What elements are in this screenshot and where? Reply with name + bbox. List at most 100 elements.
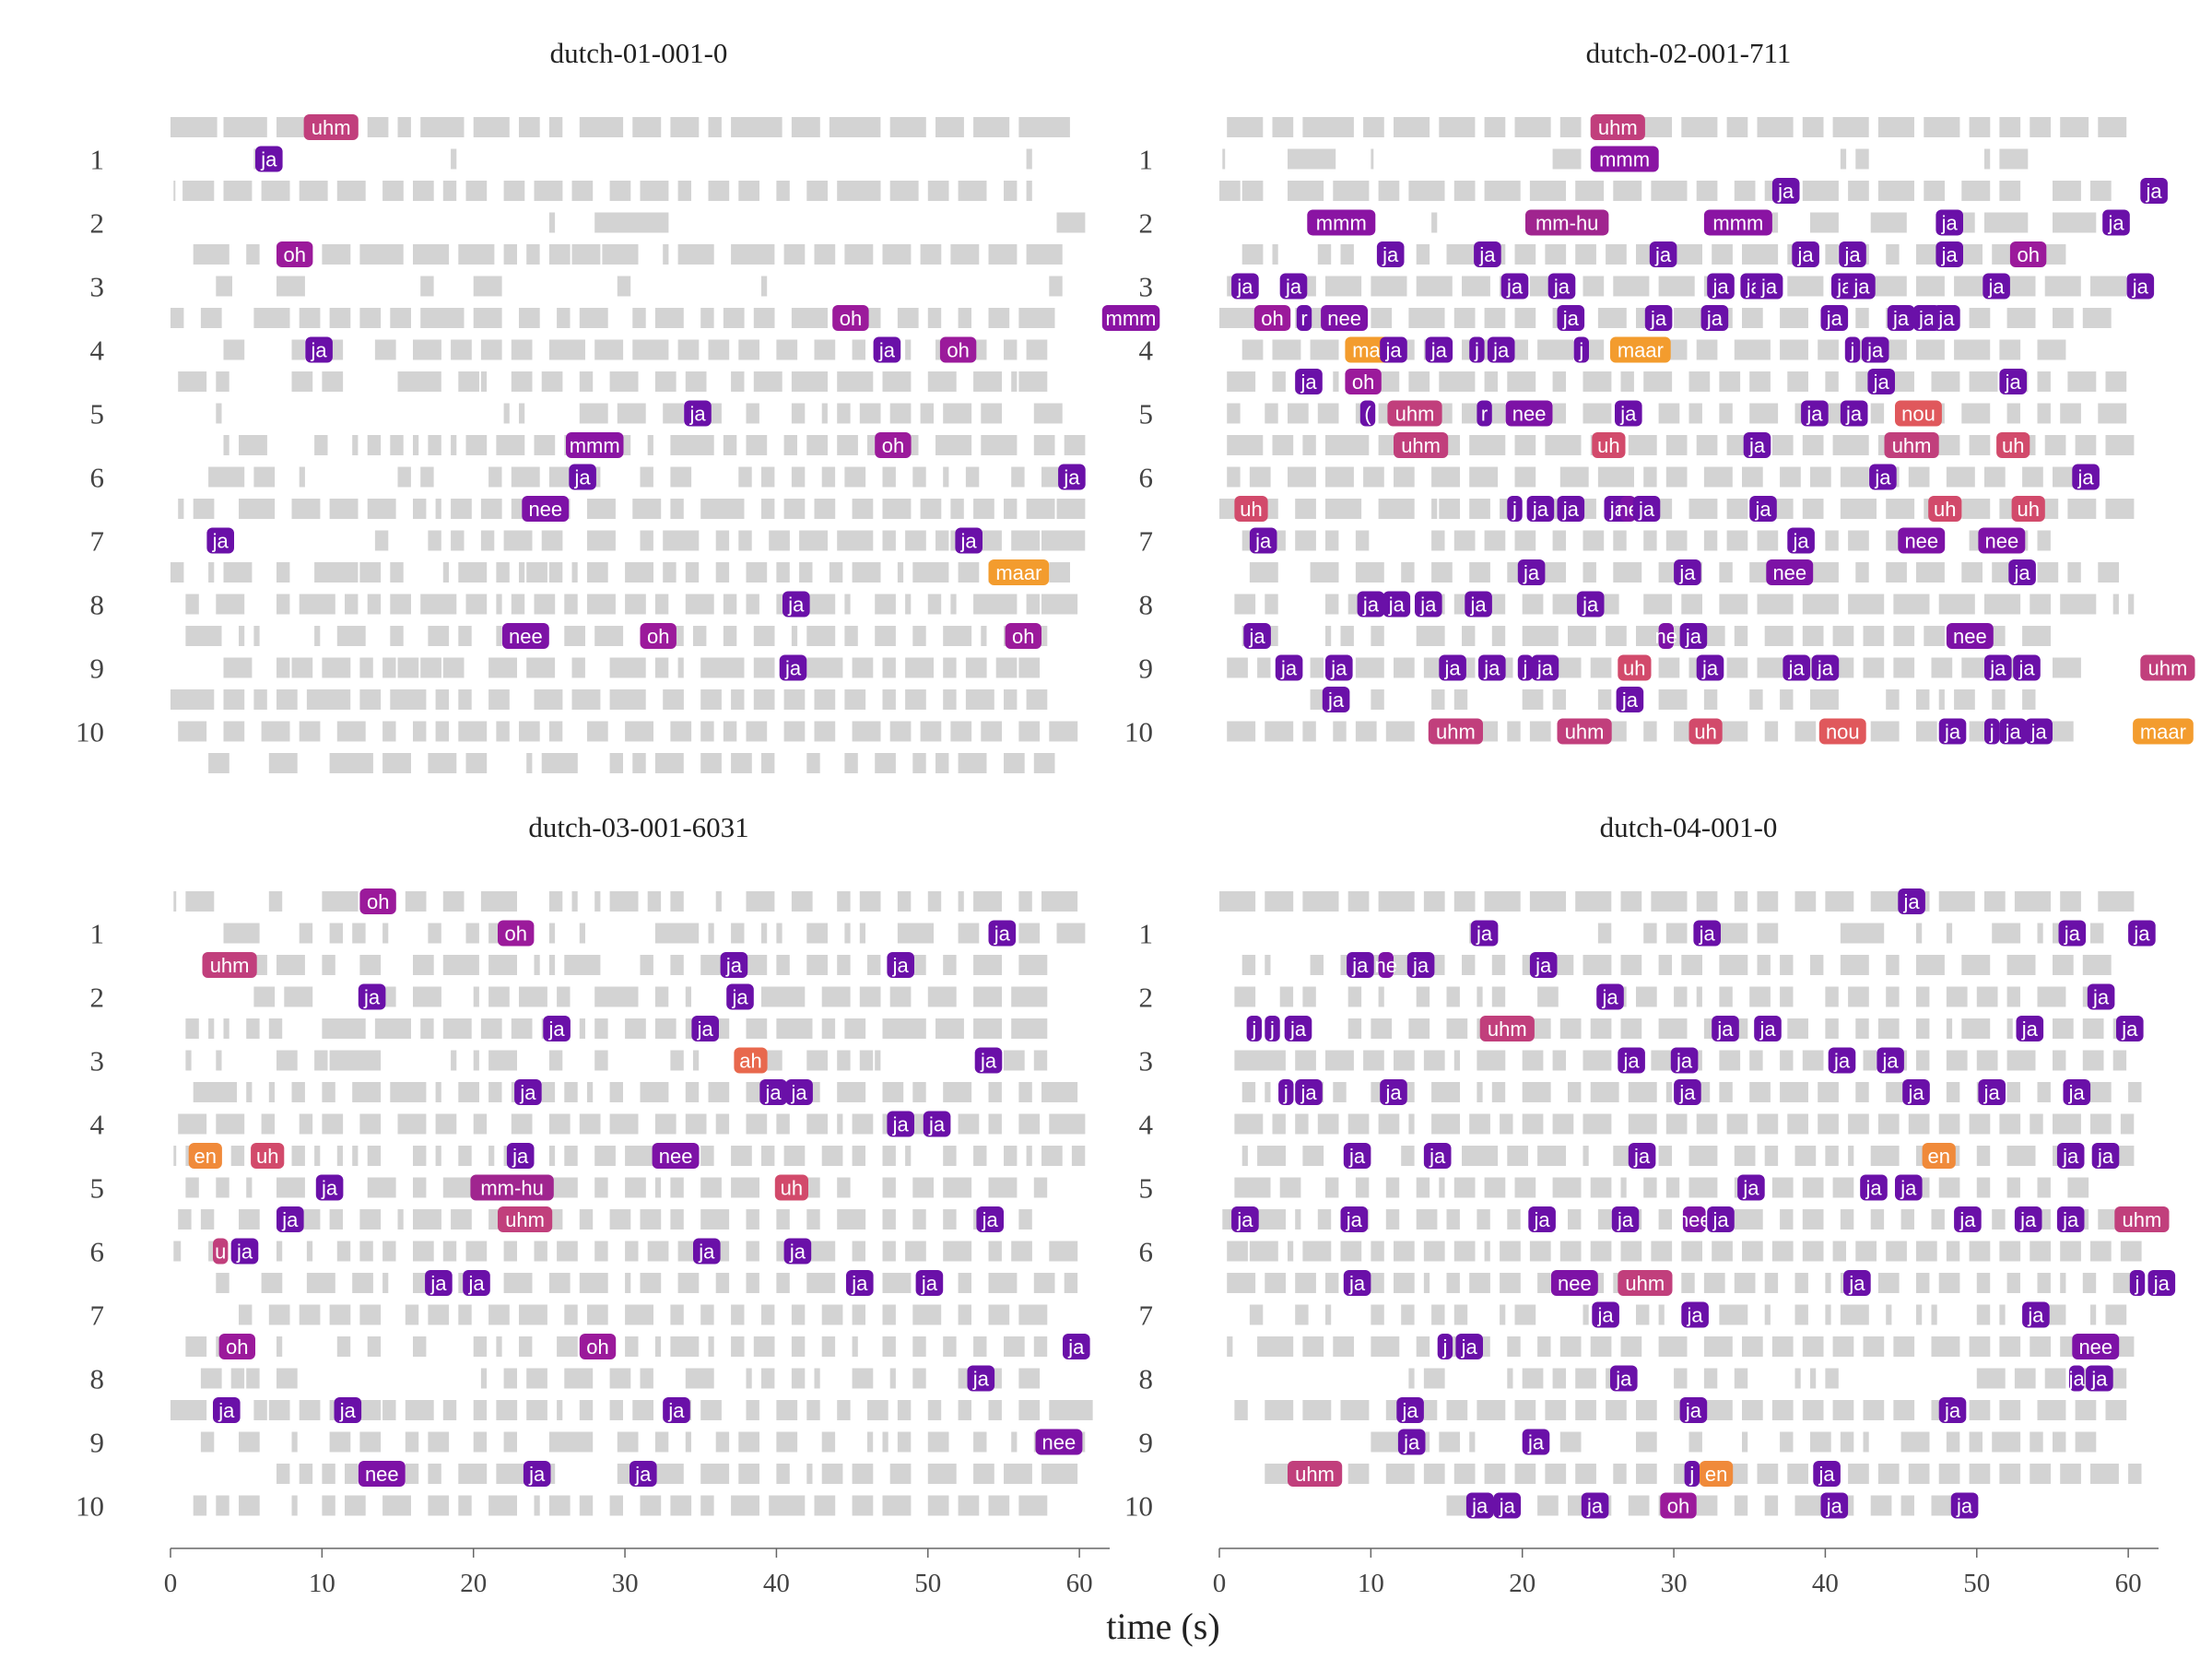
turn-bar [1757, 530, 1779, 551]
turn-bar [1265, 721, 1294, 742]
turn-bar [1385, 1177, 1400, 1198]
turn-bar [943, 689, 957, 710]
turn-bar [374, 1018, 411, 1039]
turn-bar [1886, 689, 1900, 710]
token-label: ja [960, 530, 978, 553]
token-label: uh [781, 1177, 803, 1200]
turn-bar [943, 1146, 957, 1166]
token-box [1357, 591, 1385, 618]
turn-bar [261, 181, 290, 201]
token-en: en [188, 1143, 222, 1169]
turn-bar [1832, 1400, 1854, 1420]
turn-bar [905, 657, 934, 678]
turn-bar [2053, 1113, 2081, 1135]
turn-bar [746, 1368, 752, 1389]
turn-bar [1507, 1209, 1521, 1230]
turn-bar [988, 1304, 1010, 1325]
turn-bar [1658, 689, 1688, 710]
token-label: ja [1650, 307, 1667, 330]
token-label: j [1578, 339, 1583, 362]
turn-bar [1916, 1018, 1930, 1039]
turn-bar [1703, 1400, 1733, 1420]
token-box [1618, 1270, 1673, 1296]
token-ja: ja [230, 1238, 259, 1265]
token-ja: ja [1938, 1397, 1967, 1423]
token-box [629, 1461, 657, 1487]
token-label: ja [1712, 276, 1729, 299]
x-tick-label: 10 [1358, 1569, 1384, 1598]
token-ja: ja [1343, 1270, 1371, 1296]
turn-bar [1651, 1050, 1673, 1071]
turn-bar [1931, 1304, 1937, 1325]
token-label: mmm [1316, 212, 1367, 235]
turn-bar [1877, 181, 1914, 201]
turn-bar [322, 1082, 335, 1102]
turn-bar [208, 1018, 215, 1039]
turn-bar [1018, 891, 1032, 912]
turn-bar [1241, 955, 1256, 975]
turn-bar [753, 1336, 775, 1357]
turn-bar [609, 1113, 639, 1135]
turn-bar [1227, 1273, 1256, 1293]
turn-bar [2053, 1050, 2066, 1071]
turn-bar [1719, 1050, 1741, 1071]
token-ja: ja [463, 1270, 490, 1296]
turn-bar [1840, 499, 1877, 519]
token-nee: nee [1035, 1429, 1083, 1455]
turn-bar [1355, 562, 1384, 582]
turn-bar [359, 1241, 373, 1262]
turn-bar [1575, 1464, 1596, 1484]
turn-bar [1310, 562, 1339, 582]
token-ja: ja [663, 1397, 690, 1423]
turn-bar [503, 1273, 533, 1293]
turn-bar [958, 923, 980, 944]
token-ja: ja [1954, 1206, 1982, 1232]
turn-bar [783, 499, 806, 519]
token-ja: ja [1811, 654, 1840, 681]
turn-bar [246, 1368, 260, 1389]
turn-bar [253, 1400, 267, 1420]
turn-bar [1529, 891, 1566, 912]
token-label: ja [1236, 1208, 1253, 1231]
token-ja: ja [2025, 718, 2053, 745]
turn-bar [1378, 891, 1415, 912]
turn-bar [1825, 244, 1839, 265]
turn-bar [299, 923, 313, 944]
turn-bar [526, 562, 547, 582]
turn-bar [594, 1018, 608, 1039]
turn-bar [1931, 1209, 1945, 1230]
turn-bar [1886, 339, 1907, 360]
token-box [1378, 952, 1394, 978]
turn-bar [291, 657, 313, 678]
turn-bar [1423, 1050, 1445, 1071]
token-label: maar [2140, 721, 2186, 744]
turn-bar [723, 308, 745, 328]
turn-bar [587, 1082, 594, 1102]
token-label: mmm [1599, 148, 1650, 171]
token-j: j [1684, 1461, 1700, 1487]
turn-bar [670, 1336, 700, 1357]
turn-bar [1049, 1113, 1086, 1135]
turn-bar [1780, 466, 1801, 488]
turn-bar [654, 657, 669, 678]
turn-bar [1764, 721, 1779, 742]
turn-bar [1347, 1113, 1370, 1135]
turn-bar [519, 721, 540, 742]
turn-bar [663, 530, 700, 551]
turn-bar [1018, 955, 1048, 975]
token-box [1754, 1016, 1782, 1041]
turn-bar [1371, 1336, 1400, 1357]
turn-bar [1431, 955, 1445, 975]
token-box [782, 591, 810, 618]
turn-bar [390, 1082, 427, 1102]
turn-bar [480, 499, 502, 519]
token-box [1877, 1047, 1904, 1074]
token-box [1610, 336, 1671, 363]
turn-bar [1643, 721, 1657, 742]
turn-bar [988, 1495, 1010, 1516]
turn-bar [1893, 1400, 1915, 1420]
turn-bar [837, 1209, 866, 1230]
turn-bar [1288, 1241, 1294, 1262]
token-label: ja [972, 1368, 990, 1391]
turn-bar [488, 1050, 517, 1071]
